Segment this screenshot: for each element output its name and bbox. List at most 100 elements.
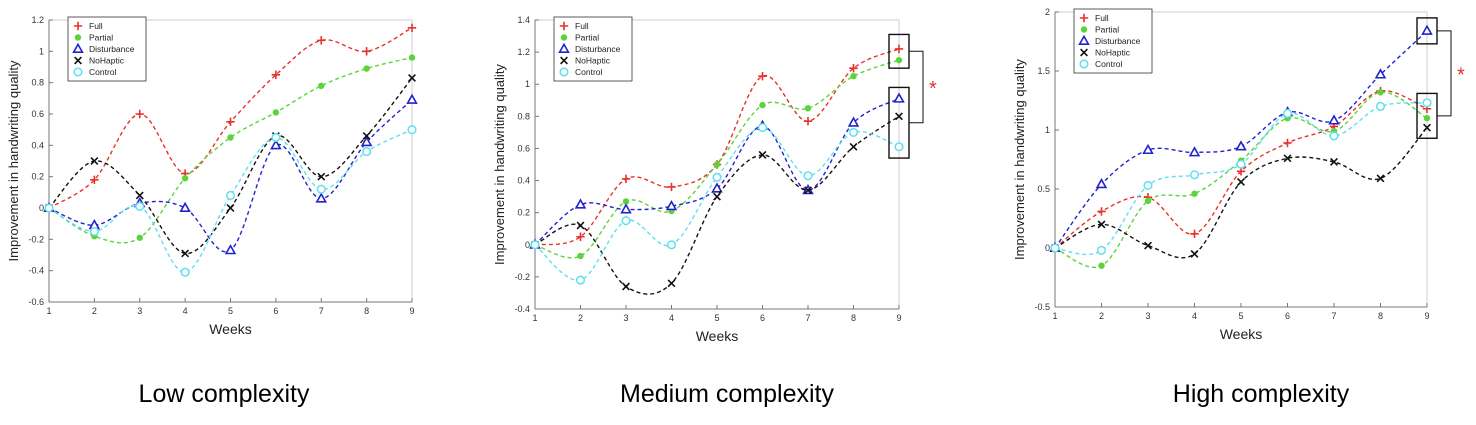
- data-point-disturbance: [1142, 143, 1154, 155]
- y-tick-label: 1.2: [31, 15, 44, 25]
- data-point-nohaptic: [317, 172, 326, 181]
- series-line-disturbance: [48, 99, 413, 253]
- y-tick-label: 1.5: [1037, 66, 1050, 76]
- x-tick-label: 7: [319, 306, 324, 316]
- y-tick-label: 0.8: [31, 78, 44, 88]
- x-tick-label: 8: [364, 306, 369, 316]
- data-point-disturbance: [1235, 140, 1247, 151]
- legend-marker: [558, 42, 570, 53]
- legend-marker: [560, 34, 568, 41]
- data-point-nohaptic: [1283, 154, 1292, 163]
- data-point-disturbance: [179, 201, 191, 212]
- legend-marker: [74, 34, 82, 41]
- y-tick-label: 1: [1045, 125, 1050, 135]
- x-tick-label: 5: [1238, 311, 1243, 321]
- legend-marker: [73, 67, 83, 77]
- panel-3: 1 2 3 4 5 6 7 8 9 -0.5 0 0.5 1 1.5 2 Weeks Improvement i…: [1012, 7, 1465, 408]
- data-point-partial: [318, 82, 325, 90]
- data-point-full: [667, 182, 676, 192]
- data-point-full: [894, 44, 904, 54]
- y-tick-label: 1: [39, 46, 44, 56]
- data-point-control: [1422, 98, 1432, 108]
- data-point-full: [1190, 229, 1199, 239]
- data-point-nohaptic: [758, 150, 767, 159]
- legend-marker: [559, 67, 569, 77]
- legend-marker: [72, 42, 84, 53]
- data-point-partial: [1098, 262, 1105, 269]
- data-point-nohaptic: [1144, 241, 1152, 250]
- data-point-disturbance: [315, 192, 328, 203]
- y-tick-label: 1.2: [517, 47, 530, 57]
- x-tick-label: 2: [92, 306, 97, 316]
- data-point-partial: [713, 161, 721, 168]
- data-point-nohaptic: [1376, 174, 1385, 183]
- data-point-full: [576, 232, 585, 241]
- data-point-control: [621, 216, 631, 226]
- data-point-nohaptic: [226, 204, 235, 212]
- x-axis-label: Weeks: [1220, 326, 1263, 342]
- data-point-full: [317, 36, 326, 45]
- y-axis-label: Improvement in handwriting quality: [492, 64, 507, 265]
- y-tick-label: 0: [39, 203, 44, 213]
- data-point-partial: [850, 72, 857, 80]
- data-point-disturbance: [1328, 114, 1340, 125]
- legend-label: Disturbance: [89, 44, 135, 54]
- data-point-control: [1143, 180, 1153, 191]
- data-point-full: [758, 71, 767, 81]
- legend-label: Control: [1095, 59, 1123, 69]
- data-point-control: [712, 172, 722, 182]
- data-point-control: [1282, 108, 1293, 119]
- y-tick-label: -0.2: [28, 234, 44, 244]
- legend-marker: [73, 21, 83, 31]
- data-point-partial: [895, 56, 903, 64]
- panel-caption: Low complexity: [139, 380, 310, 408]
- data-point-nohaptic: [713, 192, 721, 201]
- legend-label: Partial: [575, 33, 599, 43]
- data-point-partial: [363, 65, 370, 72]
- y-tick-label: -0.4: [28, 266, 44, 276]
- data-point-nohaptic: [408, 74, 416, 82]
- data-point-control: [362, 147, 372, 157]
- data-point-control: [407, 125, 417, 135]
- data-point-nohaptic: [181, 249, 190, 258]
- y-tick-label: -0.5: [1034, 302, 1050, 312]
- data-point-disturbance: [574, 198, 587, 209]
- x-tick-label: 8: [851, 313, 856, 323]
- data-point-control: [530, 240, 540, 250]
- x-tick-label: 4: [183, 306, 188, 316]
- series-line-nohaptic: [534, 115, 900, 295]
- significance-asterisk: *: [929, 78, 937, 100]
- legend-marker: [1078, 34, 1090, 45]
- data-point-control: [316, 184, 326, 194]
- data-point-nohaptic: [362, 131, 371, 140]
- legend-label: Disturbance: [1095, 36, 1141, 46]
- series-line-disturbance: [534, 98, 900, 246]
- legend-label: Full: [89, 21, 103, 31]
- data-point-full: [1097, 207, 1106, 216]
- x-axis-label: Weeks: [209, 321, 252, 337]
- data-point-full: [271, 70, 281, 80]
- legend-label: NoHaptic: [1095, 48, 1131, 58]
- y-tick-label: 2: [1045, 7, 1050, 17]
- data-point-partial: [577, 252, 584, 260]
- data-point-control: [135, 201, 145, 211]
- y-tick-label: 0.4: [517, 176, 530, 186]
- data-point-nohaptic: [1330, 157, 1338, 166]
- data-point-partial: [1377, 89, 1384, 96]
- data-point-disturbance: [711, 182, 723, 193]
- data-point-disturbance: [893, 92, 905, 103]
- legend-marker: [1079, 59, 1089, 69]
- data-point-control: [271, 132, 281, 143]
- data-point-partial: [227, 134, 234, 141]
- y-tick-label: 0.2: [517, 208, 530, 218]
- legend-label: Full: [1095, 13, 1109, 23]
- x-tick-label: 5: [228, 306, 233, 316]
- y-axis-label: Improvement in handwriting quality: [6, 60, 21, 261]
- panel-caption: Medium complexity: [620, 380, 834, 408]
- series-line-partial: [48, 56, 413, 244]
- y-tick-label: 0.2: [31, 172, 44, 182]
- legend-label: Full: [575, 21, 589, 31]
- legend-label: Control: [575, 67, 603, 77]
- data-point-nohaptic: [895, 112, 903, 121]
